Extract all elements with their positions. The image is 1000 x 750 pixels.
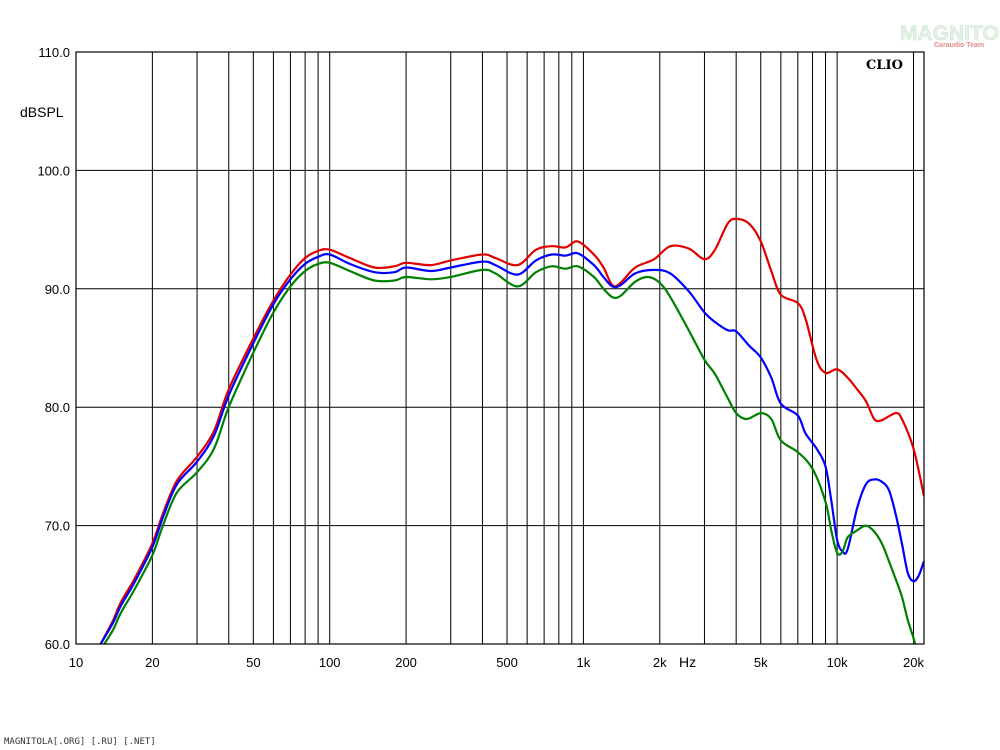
series-line-3 xyxy=(103,261,917,644)
x-unit-label: Hz xyxy=(679,654,696,670)
y-axis-label: dBSPL xyxy=(20,104,64,120)
watermark-team: Caraudio Team xyxy=(934,42,984,49)
x-tick-label: 50 xyxy=(246,655,260,670)
series-line-1 xyxy=(99,217,924,644)
chart-grid xyxy=(76,51,924,645)
x-tick-label: 2k xyxy=(653,655,667,670)
footer-domains: MAGNITOLA[.ORG] [.RU] [.NET] xyxy=(4,737,156,747)
x-tick-label: 10k xyxy=(827,655,848,670)
y-tick-label: 60.0 xyxy=(45,637,70,652)
y-tick-labels: 110.0 100.0 90.0 80.0 70.0 60.0 xyxy=(37,45,70,652)
x-tick-label: 100 xyxy=(319,655,341,670)
x-tick-label: 20k xyxy=(903,655,924,670)
watermark-brand: MAGNITOLA xyxy=(900,22,1000,45)
chart-series-group xyxy=(99,217,924,644)
magnitola-watermark-logo: MAGNITOLA Caraudio Team xyxy=(900,22,1000,49)
x-tick-label: 5k xyxy=(754,655,768,670)
y-tick-label: 110.0 xyxy=(38,45,70,60)
x-tick-label: 10 xyxy=(69,655,83,670)
x-tick-label: 500 xyxy=(496,655,518,670)
x-tick-label: 1k xyxy=(577,655,591,670)
clio-badge: CLIO xyxy=(866,58,903,73)
y-tick-label: 90.0 xyxy=(45,282,70,297)
series-line-2 xyxy=(99,251,924,644)
y-tick-label: 80.0 xyxy=(45,400,70,415)
x-tick-labels: 10 20 50 100 200 500 1k 2k 5k 10k 20k xyxy=(69,655,925,670)
y-tick-label: 70.0 xyxy=(45,519,70,534)
x-tick-label: 20 xyxy=(145,655,159,670)
x-tick-label: 200 xyxy=(395,655,417,670)
plot-frame xyxy=(75,51,925,645)
y-tick-label: 100.0 xyxy=(37,163,70,178)
